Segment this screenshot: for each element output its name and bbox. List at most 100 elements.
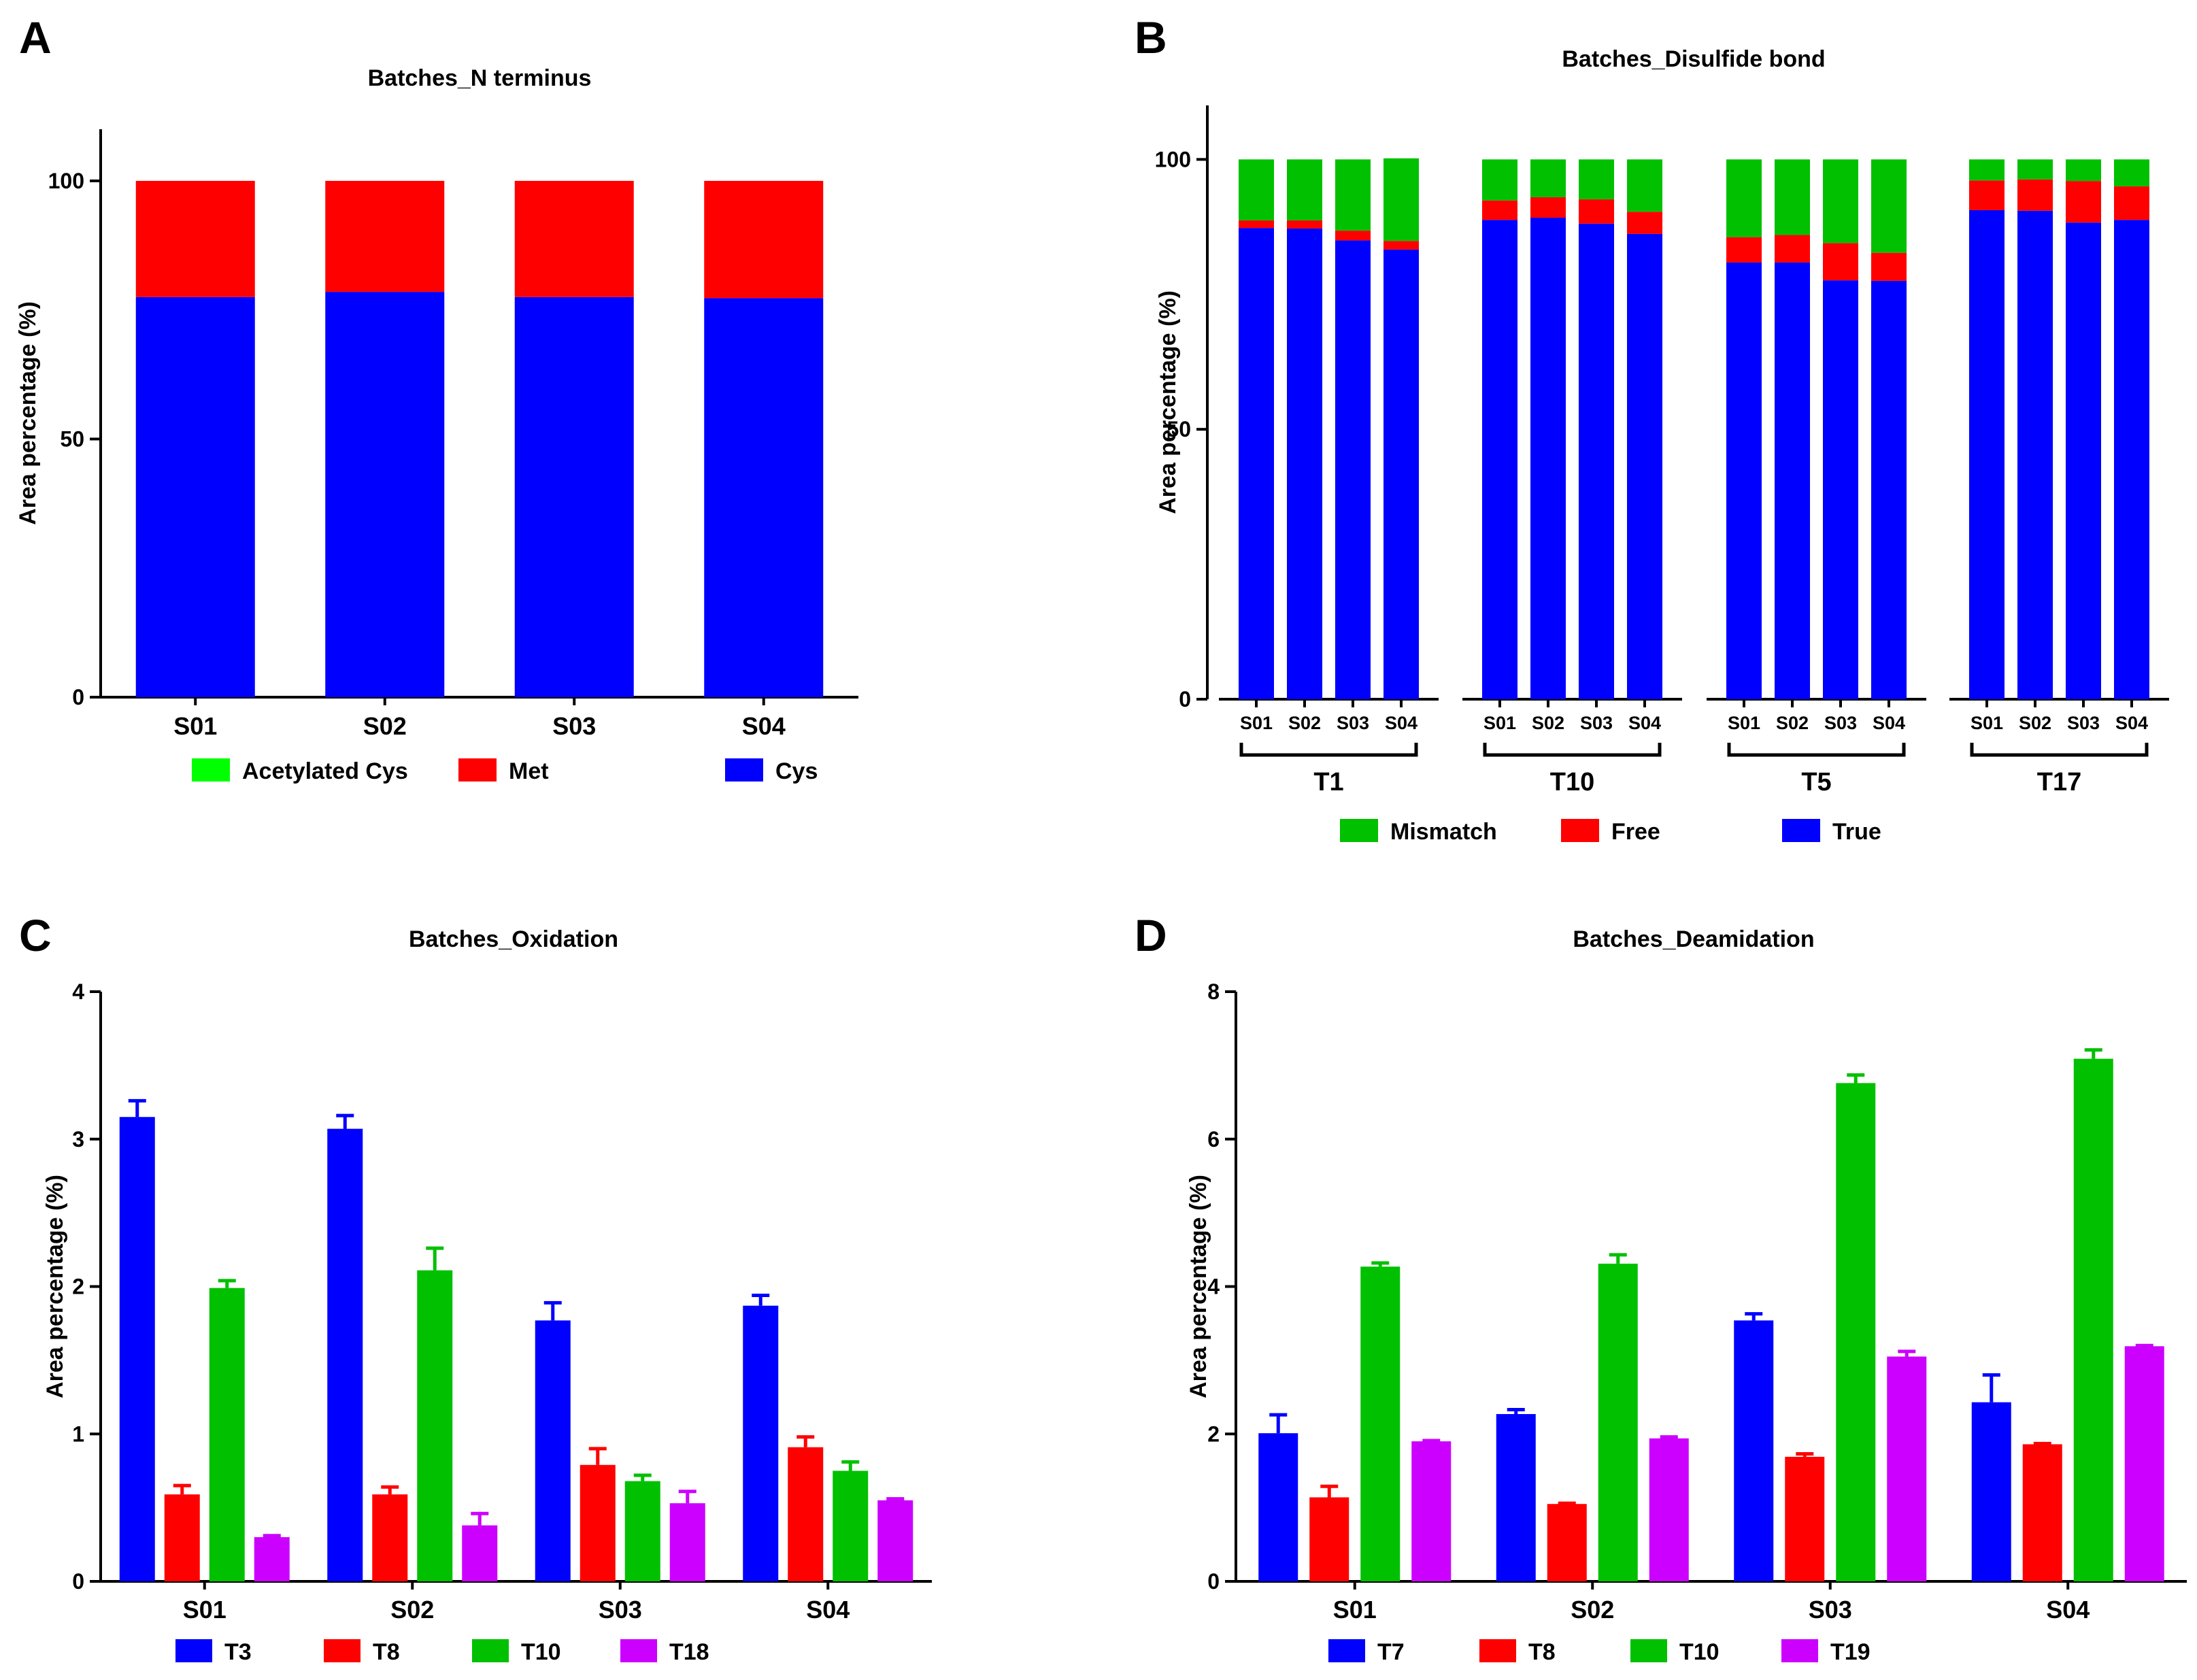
legend-swatch [458,758,497,782]
bar-free [1871,252,1907,281]
legend-label: Free [1611,819,1660,845]
x-tick-label: S04 [1628,713,1661,733]
legend-swatch [472,1639,509,1662]
legend-label: Acetylated Cys [242,758,408,784]
bar-true [1627,233,1662,699]
y-tick-label: 0 [1207,1569,1220,1594]
bar-mismatch [1726,159,1762,237]
x-tick-label: S04 [1873,713,1905,733]
x-tick-label: S02 [1288,713,1321,733]
legend-swatch [1630,1639,1667,1662]
y-axis-label: Area percentage (%) [1186,1175,1211,1398]
x-tick-label: S01 [1483,713,1516,733]
legend-swatch [1479,1639,1516,1662]
bar-mismatch [1579,159,1614,200]
x-tick-label: S03 [1580,713,1613,733]
bar-free [1726,237,1762,263]
x-tick-label: S03 [1824,713,1857,733]
chart-title: Batches_N terminus [368,65,592,91]
bar-met [514,180,634,297]
x-tick-label: S04 [2046,1596,2090,1624]
bar-free [2066,181,2101,223]
x-tick-label: S01 [1333,1596,1377,1624]
bar-t8 [164,1494,200,1581]
x-tick-label: S01 [183,1596,227,1624]
group-bracket [1727,743,1906,757]
bar-free [1239,220,1274,229]
bar-true [1239,228,1274,699]
bar-t10 [209,1288,245,1581]
bar-true [1726,262,1762,699]
bar-true [1482,220,1517,699]
y-tick-label: 100 [48,169,84,193]
bar-t18 [462,1525,498,1581]
x-tick-label: S04 [2115,713,2148,733]
y-tick-label: 3 [72,1127,84,1152]
x-tick-label: S02 [1571,1596,1614,1624]
group-label: T5 [1801,768,1831,796]
bar-met [135,180,255,297]
y-tick-label: 4 [72,979,84,1004]
panel-letter: D [1135,910,1167,960]
bar-mismatch [1335,159,1371,231]
bar-free [1775,235,1810,263]
bar-cys [704,298,824,697]
legend-label: T10 [521,1639,561,1665]
bar-t8 [580,1464,616,1581]
bar-t8 [372,1494,408,1581]
bar-free [1969,180,2005,210]
legend-label: T8 [1528,1639,1556,1665]
bar-mismatch [2066,159,2101,182]
x-tick-label: S01 [1728,713,1760,733]
x-tick-label: S04 [806,1596,850,1624]
y-tick-label: 8 [1207,979,1220,1004]
y-axis-label: Area percentage (%) [1155,290,1181,514]
bar-cys [135,297,255,697]
bar-true [1383,249,1419,700]
legend-swatch [1561,819,1599,842]
group-label: T17 [2037,768,2081,796]
group-bracket [1239,743,1418,757]
bar-t19 [1411,1441,1452,1581]
x-tick-label: S03 [552,712,596,740]
bar-t10 [624,1481,660,1581]
y-axis-label: Area percentage (%) [42,1175,68,1398]
bar-t3 [743,1305,779,1581]
x-tick-label: S03 [599,1596,642,1624]
bar-t7 [1734,1320,1774,1581]
x-tick-label: S01 [1970,713,2003,733]
bar-t10 [1360,1266,1401,1581]
legend-swatch [175,1639,212,1662]
bar-free [1579,199,1614,224]
x-tick-label: S03 [1337,713,1369,733]
bar-met [325,180,445,292]
bar-true [2114,220,2149,699]
y-tick-label: 6 [1207,1127,1220,1152]
bar-true [1287,228,1322,699]
y-tick-label: 4 [1207,1275,1220,1299]
bar-mismatch [2114,159,2149,187]
bar-free [1482,200,1517,220]
bar-true [1579,223,1614,699]
bar-true [1775,262,1810,699]
bar-t8 [1547,1504,1587,1581]
y-axis-label: Area percentage (%) [15,301,41,525]
bar-mismatch [1969,159,2005,181]
y-tick-label: 50 [1167,417,1191,441]
chart-title: Batches_Oxidation [409,926,618,952]
bar-t8 [2022,1444,2062,1581]
legend-swatch [1328,1639,1365,1662]
y-tick-label: 2 [72,1275,84,1299]
bar-t10 [833,1471,869,1581]
group-label: T1 [1313,768,1343,796]
chart-title: Batches_Deamidation [1573,926,1814,952]
bar-t7 [1971,1402,2011,1581]
legend-swatch [1340,819,1378,842]
x-tick-label: S03 [2067,713,2100,733]
bar-t7 [1258,1433,1298,1581]
bar-mismatch [1627,159,1662,212]
bar-mismatch [1530,159,1566,197]
bar-t3 [327,1128,363,1581]
group-bracket [1970,743,2149,757]
panel-letter: A [19,12,52,63]
